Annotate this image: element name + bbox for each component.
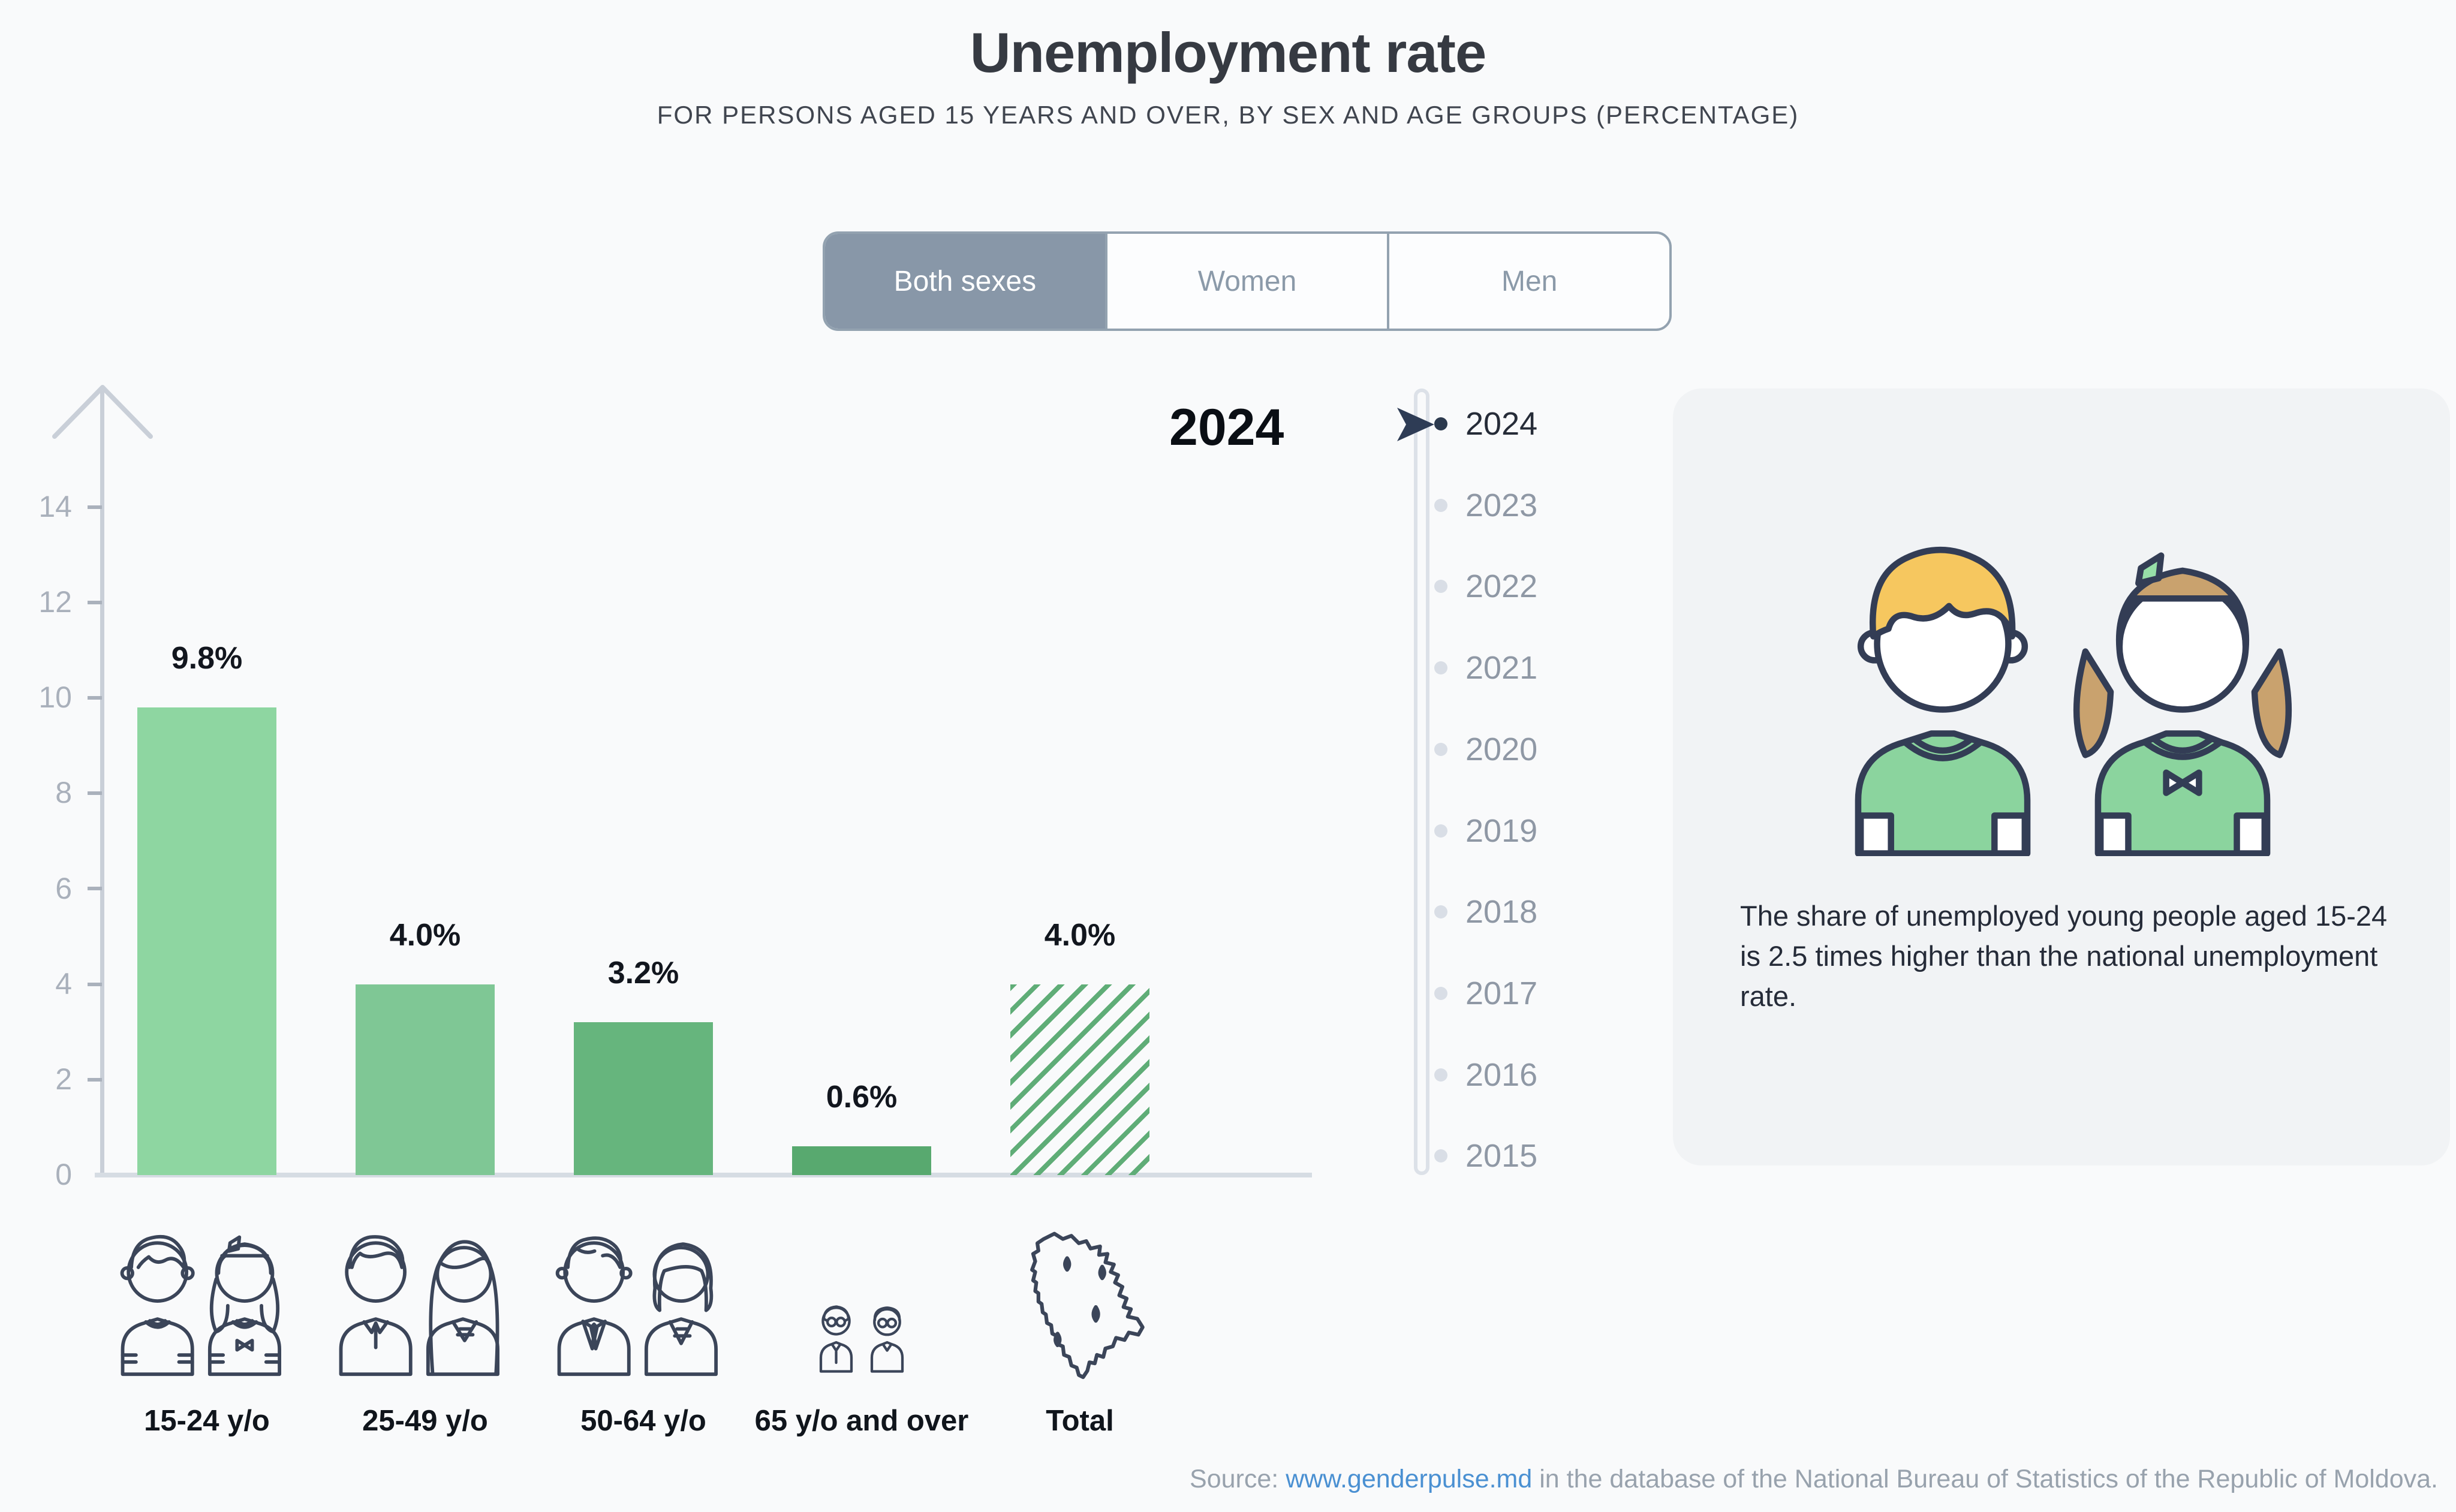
bar-value-label: 3.2% <box>607 956 679 990</box>
older-couple-icon <box>555 1236 718 1377</box>
y-axis-arrow-icon <box>52 385 153 439</box>
year-dot <box>1434 987 1447 1000</box>
y-tick-4: 4 <box>55 967 72 1001</box>
timeline-year-2017[interactable]: 2017 <box>1434 975 1537 1011</box>
timeline-year-2019[interactable]: 2019 <box>1434 813 1537 849</box>
y-tick-dash <box>88 983 102 986</box>
year-dot <box>1434 1149 1447 1162</box>
category-label-65-over: 65 y/o and over <box>754 1405 969 1437</box>
y-tick-dash <box>88 1078 102 1082</box>
bar-value-label: 9.8% <box>171 641 243 676</box>
category-label-total: Total <box>1046 1405 1114 1437</box>
year-cursor-icon[interactable] <box>1395 406 1438 443</box>
insight-card: The share of unemployed young people age… <box>1673 388 2450 1165</box>
bar-65-over[interactable] <box>792 1146 931 1175</box>
y-axis-line <box>100 391 104 1175</box>
year-dot <box>1434 824 1447 838</box>
page-title: Unemployment rate <box>970 21 1487 84</box>
bar-value-label: 4.0% <box>1044 918 1116 953</box>
year-label: 2017 <box>1465 975 1538 1011</box>
year-dot <box>1434 417 1447 430</box>
y-tick-dash <box>88 791 102 795</box>
year-dot <box>1434 580 1447 593</box>
year-dot <box>1434 661 1447 674</box>
year-label: 2024 <box>1465 406 1538 442</box>
y-tick-12: 12 <box>38 585 72 619</box>
x-axis-baseline <box>95 1173 1312 1177</box>
year-label: 2022 <box>1465 568 1538 604</box>
y-tick-dash <box>88 887 102 890</box>
bar-25-49[interactable] <box>356 984 495 1175</box>
tab-women[interactable]: Women <box>1104 234 1387 329</box>
y-tick-dash <box>88 505 102 509</box>
elderly-couple-icon <box>819 1305 904 1373</box>
bar-value-label: 4.0% <box>389 918 461 953</box>
category-label-50-64: 50-64 y/o <box>580 1405 706 1437</box>
timeline-year-2021[interactable]: 2021 <box>1434 650 1537 686</box>
timeline-year-2022[interactable]: 2022 <box>1434 568 1537 604</box>
bar-50-64[interactable] <box>574 1022 713 1175</box>
year-label: 2020 <box>1465 731 1538 767</box>
year-label: 2016 <box>1465 1057 1538 1093</box>
year-label: 2023 <box>1465 487 1538 523</box>
y-tick-14: 14 <box>38 490 72 523</box>
page-subtitle: FOR PERSONS AGED 15 YEARS AND OVER, BY S… <box>657 101 1799 129</box>
insight-text: The share of unemployed young people age… <box>1740 900 2388 1012</box>
year-dot <box>1434 1068 1447 1082</box>
timeline-year-2016[interactable]: 2016 <box>1434 1057 1537 1093</box>
source-prefix: Source: <box>1190 1465 1286 1493</box>
young-couple-illustration <box>1855 546 2292 856</box>
young-couple-icon <box>120 1234 281 1377</box>
tab-both-sexes[interactable]: Both sexes <box>825 234 1105 329</box>
timeline-year-2018[interactable]: 2018 <box>1434 894 1537 930</box>
bar-total[interactable] <box>1010 984 1149 1175</box>
source-suffix: in the database of the National Bureau o… <box>1532 1465 2438 1493</box>
y-tick-2: 2 <box>55 1062 72 1096</box>
timeline-year-2020[interactable]: 2020 <box>1434 731 1537 767</box>
y-tick-6: 6 <box>55 872 72 905</box>
timeline-year-2023[interactable]: 2023 <box>1434 487 1537 523</box>
bar-15-24[interactable] <box>137 707 276 1175</box>
moldova-map-icon <box>1030 1231 1145 1380</box>
tab-men[interactable]: Men <box>1387 234 1669 329</box>
sex-selector-tabs: Both sexes Women Men <box>823 231 1672 331</box>
category-label-15-24: 15-24 y/o <box>144 1405 270 1437</box>
y-tick-8: 8 <box>55 776 72 809</box>
timeline-year-2015[interactable]: 2015 <box>1434 1138 1537 1174</box>
year-label: 2018 <box>1465 894 1538 930</box>
timeline-year-2024[interactable]: 2024 <box>1434 406 1537 442</box>
year-label: 2015 <box>1465 1138 1538 1174</box>
year-dot <box>1434 905 1447 918</box>
boy-figure <box>1855 546 2031 856</box>
category-label-25-49: 25-49 y/o <box>362 1405 488 1437</box>
y-tick-dash <box>88 601 102 604</box>
source-link[interactable]: www.genderpulse.md <box>1286 1465 1533 1493</box>
year-label: 2021 <box>1465 650 1538 686</box>
adult-couple-icon <box>339 1235 499 1377</box>
y-tick-10: 10 <box>38 680 72 714</box>
year-timeline-track[interactable] <box>1414 388 1429 1175</box>
y-tick-0: 0 <box>55 1158 72 1191</box>
bar-value-label: 0.6% <box>826 1080 898 1115</box>
y-tick-dash <box>88 696 102 700</box>
girl-figure <box>2073 552 2292 856</box>
year-dot <box>1434 743 1447 756</box>
source-line: Source: www.genderpulse.md in the databa… <box>0 1465 2438 1494</box>
year-label: 2019 <box>1465 813 1538 849</box>
year-dot <box>1434 499 1447 512</box>
current-year-label: 2024 <box>1169 399 1284 456</box>
